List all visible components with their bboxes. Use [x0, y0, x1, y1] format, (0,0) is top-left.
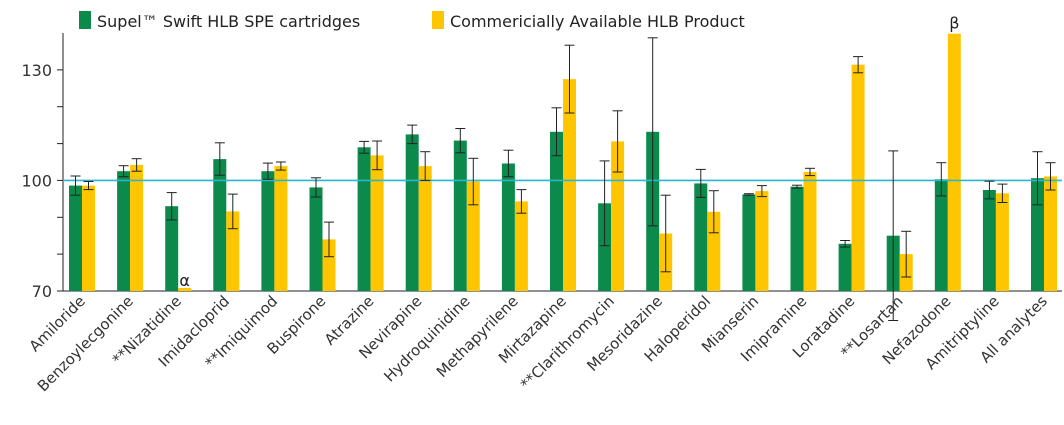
error-bar-series-2-6: [372, 140, 383, 171]
bar-series-1-2: [165, 206, 179, 291]
bar-series-2-5: [322, 239, 336, 291]
bar-series-2-7: [418, 166, 432, 291]
bar-series-1-19: [982, 190, 996, 291]
bar-series-1-20: [1031, 178, 1044, 291]
bar-series-2-4: [274, 166, 288, 291]
error-bar-series-1-7: [407, 124, 418, 145]
annotation-label: α: [179, 271, 190, 290]
bar-series-1-14: [742, 194, 756, 291]
error-bar-series-2-20: [1045, 162, 1056, 191]
bar-series-2-14: [755, 191, 769, 291]
error-bar-series-2-0: [83, 181, 94, 191]
y-tick-label: 100: [21, 171, 52, 190]
error-bar-series-2-4: [275, 161, 286, 171]
bar-series-1-9: [501, 163, 515, 291]
bar-series-2-11: [611, 141, 625, 291]
bar-series-1-13: [694, 183, 708, 291]
error-bar-series-2-11: [612, 110, 623, 173]
bar-series-2-10: [563, 79, 576, 291]
error-bar-series-2-12: [660, 194, 671, 273]
bars-group: [69, 33, 1057, 291]
error-bar-series-2-15: [805, 167, 815, 177]
error-bar-series-1-20: [1032, 151, 1043, 206]
bar-series-2-20: [1044, 176, 1057, 291]
error-bar-series-1-16: [840, 240, 851, 248]
error-bar-series-1-2: [166, 192, 177, 221]
legend: Supel™ Swift HLB SPE cartridges Commeric…: [79, 11, 745, 31]
error-bar-series-1-14: [743, 193, 754, 196]
bar-series-2-15: [803, 172, 817, 291]
error-bar-series-1-15: [792, 184, 802, 189]
bar-series-1-7: [405, 134, 419, 291]
legend-swatch-series-2: [432, 11, 444, 29]
error-bar-series-2-19: [997, 183, 1008, 203]
bar-series-2-18: [947, 33, 961, 291]
legend-label-series-2: Commericially Available HLB Product: [450, 12, 745, 31]
legend-label-series-1: Supel™ Swift HLB SPE cartridges: [97, 12, 360, 31]
bar-series-1-10: [550, 131, 563, 291]
error-bar-series-1-19: [984, 180, 995, 200]
error-bar-series-2-14: [756, 185, 767, 198]
bar-series-1-4: [261, 171, 275, 291]
bar-series-2-1: [130, 164, 144, 291]
error-bar-series-1-0: [70, 175, 81, 196]
error-bar-series-2-13: [708, 190, 719, 234]
y-ticks-group: 70 100 130: [21, 61, 63, 301]
error-bar-series-1-17: [888, 150, 899, 321]
error-bar-series-2-1: [131, 158, 142, 172]
error-bar-series-1-6: [359, 140, 370, 154]
error-bars-group: [70, 37, 1056, 321]
y-tick-label: 130: [21, 61, 52, 80]
bar-series-1-11: [598, 203, 612, 291]
bar-series-1-1: [117, 171, 131, 291]
error-bar-series-1-9: [503, 149, 514, 178]
error-bar-series-2-10: [564, 44, 575, 114]
bar-series-2-2: [178, 288, 192, 291]
bar-series-2-3: [226, 211, 240, 291]
error-bar-series-1-5: [311, 177, 321, 198]
bar-series-2-9: [514, 201, 528, 291]
y-tick-label: 70: [32, 282, 52, 301]
bar-series-2-19: [995, 193, 1009, 291]
bar-series-1-15: [790, 186, 804, 291]
annotation-label: β: [949, 14, 959, 33]
bar-series-1-3: [213, 159, 227, 291]
error-bar-series-2-9: [516, 189, 527, 214]
bar-series-2-16: [851, 64, 865, 291]
error-bar-series-1-3: [214, 142, 225, 176]
error-bar-series-2-3: [227, 193, 238, 230]
error-bar-series-2-7: [420, 151, 431, 181]
annotations-group: αβ: [179, 14, 959, 290]
bar-series-2-0: [82, 185, 95, 291]
error-bar-series-1-11: [599, 160, 610, 247]
bar-series-1-8: [453, 140, 467, 291]
legend-swatch-series-1: [79, 11, 91, 29]
bar-series-1-16: [838, 243, 852, 291]
bar-series-2-6: [370, 155, 384, 291]
error-bar-series-2-5: [324, 221, 334, 258]
error-bar-series-1-8: [455, 128, 466, 154]
bar-series-2-13: [707, 211, 721, 291]
bar-series-2-8: [466, 181, 480, 291]
error-bar-series-2-8: [468, 157, 479, 206]
error-bar-series-1-4: [262, 162, 273, 180]
error-bar-series-1-1: [118, 165, 129, 178]
error-bar-series-1-10: [551, 107, 562, 157]
bar-series-1-18: [934, 179, 948, 291]
x-tick-label: Hydroquinidine: [380, 292, 473, 385]
bar-series-1-5: [309, 187, 323, 291]
error-bar-series-1-13: [695, 168, 706, 198]
error-bar-series-1-18: [936, 162, 947, 197]
error-bar-series-2-16: [853, 56, 864, 74]
bar-series-1-0: [69, 185, 82, 291]
bar-series-1-6: [357, 147, 371, 291]
x-labels-group: AmilorideBenzoylecgonine**NizatidineImid…: [26, 292, 1051, 395]
error-bar-series-1-12: [647, 37, 658, 227]
error-bar-series-2-17: [901, 230, 912, 278]
